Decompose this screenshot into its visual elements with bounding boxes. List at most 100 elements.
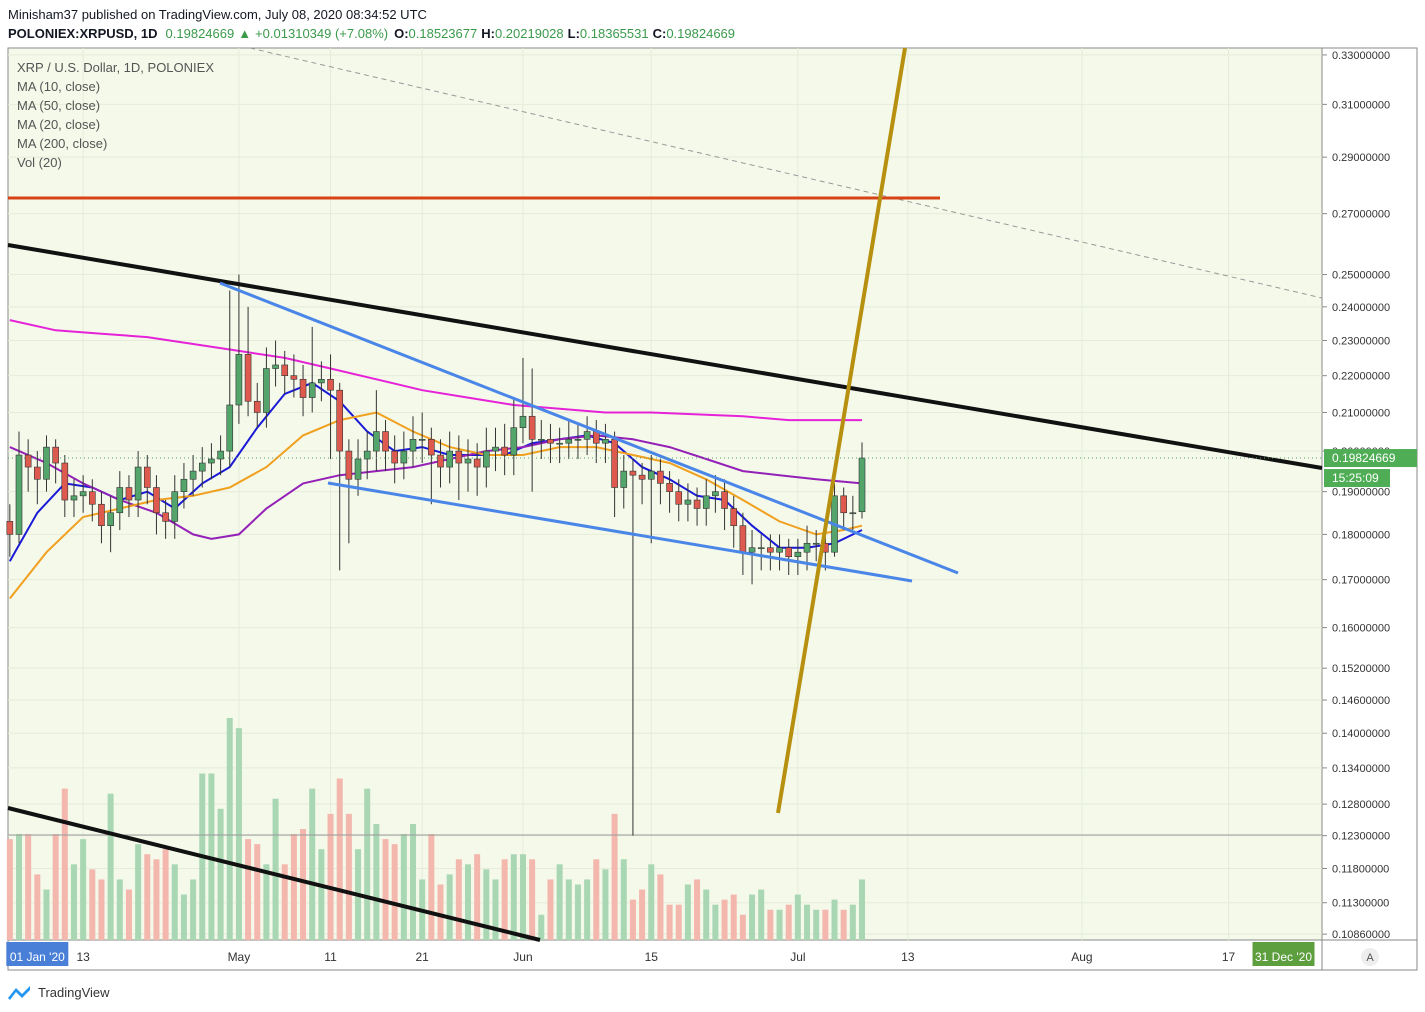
candle-body [528,415,536,440]
candle-body [721,491,728,509]
volume-bar [272,798,279,940]
change-arrow: ▲ [238,26,251,41]
auto-scale-button[interactable] [1361,948,1379,966]
candle-body [776,547,783,553]
y-tick-label: 0.16000000 [1332,623,1390,635]
candle-body [611,438,618,488]
volume-bar [235,728,242,940]
candle-body [34,466,41,480]
candle-body [428,438,435,456]
volume-bar [80,839,87,940]
x-tick-label: 15 [645,950,659,964]
low-value: 0.18365531 [580,26,649,41]
volume-bar [245,839,252,940]
low-label: L: [568,26,580,41]
volume-bar [116,879,123,940]
volume-bar [263,864,270,940]
volume-bar [98,879,105,940]
candle-body [116,487,124,514]
candle-body [849,512,857,515]
candle-body [281,364,289,376]
candle-body [730,508,738,526]
volume-bar [794,894,801,940]
candle-body [382,431,389,452]
candle-body [657,470,664,484]
publisher-line: Minisham37 published on TradingView.com,… [8,7,427,22]
candle-body [574,438,582,441]
volume-bar [538,914,545,940]
candle-body [24,454,32,468]
candle-body [455,450,463,464]
volume-bar [776,909,783,940]
candle-body [336,389,344,452]
volume-bar [859,879,866,940]
volume-bar [519,854,526,940]
change: +0.01310349 (+7.08%) [255,26,388,41]
candle-body [812,542,820,545]
candle-body [767,547,774,553]
y-tick-label: 0.15200000 [1332,663,1390,675]
volume-bar [125,889,132,940]
wedge-upper [219,281,959,575]
volume-bar [61,788,68,940]
legend-entry: Vol (20) [17,155,62,170]
volume-bar [556,864,563,940]
volume-bar [648,864,655,940]
candle-body [602,438,609,444]
close-label: C: [653,26,667,41]
candle-body [143,466,151,488]
candle-body [647,470,655,480]
candle-body [666,483,673,492]
x-tick-box [1252,942,1315,966]
volume-bar [25,834,32,940]
volume-bar [300,829,307,940]
candle-body [89,491,96,505]
candle-body [299,378,307,398]
volume-bar [373,823,380,940]
candle-body [757,547,765,550]
axes: 0.33000000 0.31000000 0.29000000 0.27000000… [6,50,1417,966]
candle-body [98,503,105,526]
volume-bar [712,904,719,940]
candle-body [363,450,371,460]
volume-bar [657,874,664,940]
candle-body [15,454,23,535]
black-trendline [7,243,1323,470]
wedge-lower [327,481,913,583]
auto-scale-label[interactable]: A [1366,952,1374,964]
volume-bar [492,879,499,940]
candle-body [510,427,518,456]
x-tick-label: 31 Dec '20 [1255,950,1312,964]
volume-bar [153,859,160,940]
legend-entry: MA (10, close) [17,79,100,94]
volume-bar [428,834,435,940]
volume-bar [684,884,691,940]
brand-name: TradingView [38,985,110,1000]
volume-bar [529,859,536,940]
candle-body [629,470,637,476]
close-value: 0.19824669 [666,26,735,41]
x-tick-label: Jul [790,950,805,964]
candle-body [464,458,472,464]
volume-bar [6,839,13,940]
y-tick-label: 0.21000000 [1332,407,1390,419]
drawings [7,47,1323,942]
frame [7,47,1418,971]
volume-bar [565,879,572,940]
y-tick-label: 0.25000000 [1332,270,1390,282]
open-value: 0.18523677 [409,26,478,41]
y-tick-label: 0.12800000 [1332,799,1390,811]
candle-body [125,487,133,501]
volume-bar [593,859,600,940]
volume-bar [584,879,591,940]
y-tick-label: 0.22000000 [1332,371,1390,383]
high-label: H: [481,26,495,41]
volume-bar [510,854,517,940]
candle-body [565,438,573,444]
candle-body [345,450,353,480]
candles [6,274,866,836]
volume-bar [70,864,77,940]
y-tick-label: 0.12300000 [1332,831,1390,843]
